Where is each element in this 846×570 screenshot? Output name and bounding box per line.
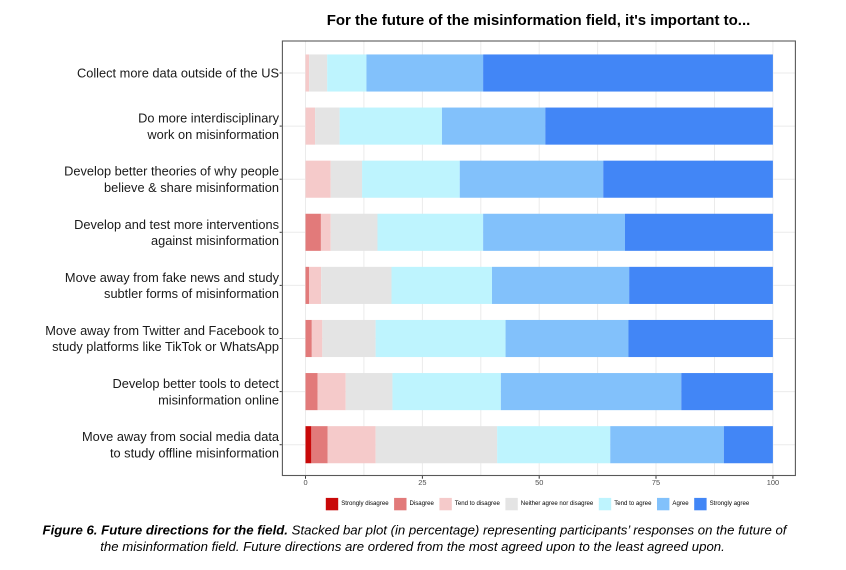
svg-text:Move away from Twitter and Fac: Move away from Twitter and Facebook to — [45, 323, 279, 338]
svg-text:to study offline misinformatio: to study offline misinformation — [110, 445, 279, 460]
svg-text:believe & share misinformation: believe & share misinformation — [104, 180, 279, 195]
svg-text:subtler forms of misinformatio: subtler forms of misinformation — [104, 286, 279, 301]
svg-text:Tend to agree: Tend to agree — [614, 500, 652, 507]
svg-text:Neither agree nor disagree: Neither agree nor disagree — [521, 500, 594, 507]
svg-text:misinformation online: misinformation online — [158, 392, 279, 407]
svg-text:50: 50 — [535, 478, 543, 487]
svg-text:Move away from social media da: Move away from social media data — [82, 429, 280, 444]
svg-text:Develop better tools to detect: Develop better tools to detect — [113, 376, 280, 391]
svg-text:study platforms like TikTok or: study platforms like TikTok or WhatsApp — [52, 339, 279, 354]
svg-text:For the future of the misinfor: For the future of the misinformation fie… — [327, 12, 751, 29]
svg-text:work on misinformation: work on misinformation — [146, 127, 279, 142]
svg-text:Develop and test more interven: Develop and test more interventions — [74, 217, 279, 232]
svg-text:Strongly disagree: Strongly disagree — [341, 500, 389, 507]
svg-text:Disagree: Disagree — [410, 500, 435, 507]
svg-text:Tend to disagree: Tend to disagree — [455, 500, 501, 507]
svg-text:against misinformation: against misinformation — [151, 233, 279, 248]
svg-text:Collect more data outside of t: Collect more data outside of the US — [77, 66, 279, 81]
svg-text:0: 0 — [303, 478, 307, 487]
svg-text:Do more interdisciplinary: Do more interdisciplinary — [138, 111, 279, 126]
svg-text:25: 25 — [418, 478, 426, 487]
svg-text:Agree: Agree — [672, 500, 689, 507]
svg-text:75: 75 — [652, 478, 660, 487]
svg-text:Move away from fake news and s: Move away from fake news and study — [65, 270, 280, 285]
svg-text:Strongly agree: Strongly agree — [710, 500, 750, 507]
svg-text:Figure 6. Future directions fo: Figure 6. Future directions for the fiel… — [43, 523, 788, 538]
svg-text:100: 100 — [767, 478, 779, 487]
svg-text:the misinformation field. Futu: the misinformation field. Future directi… — [100, 539, 725, 554]
svg-text:Develop better theories of why: Develop better theories of why people — [64, 164, 279, 179]
